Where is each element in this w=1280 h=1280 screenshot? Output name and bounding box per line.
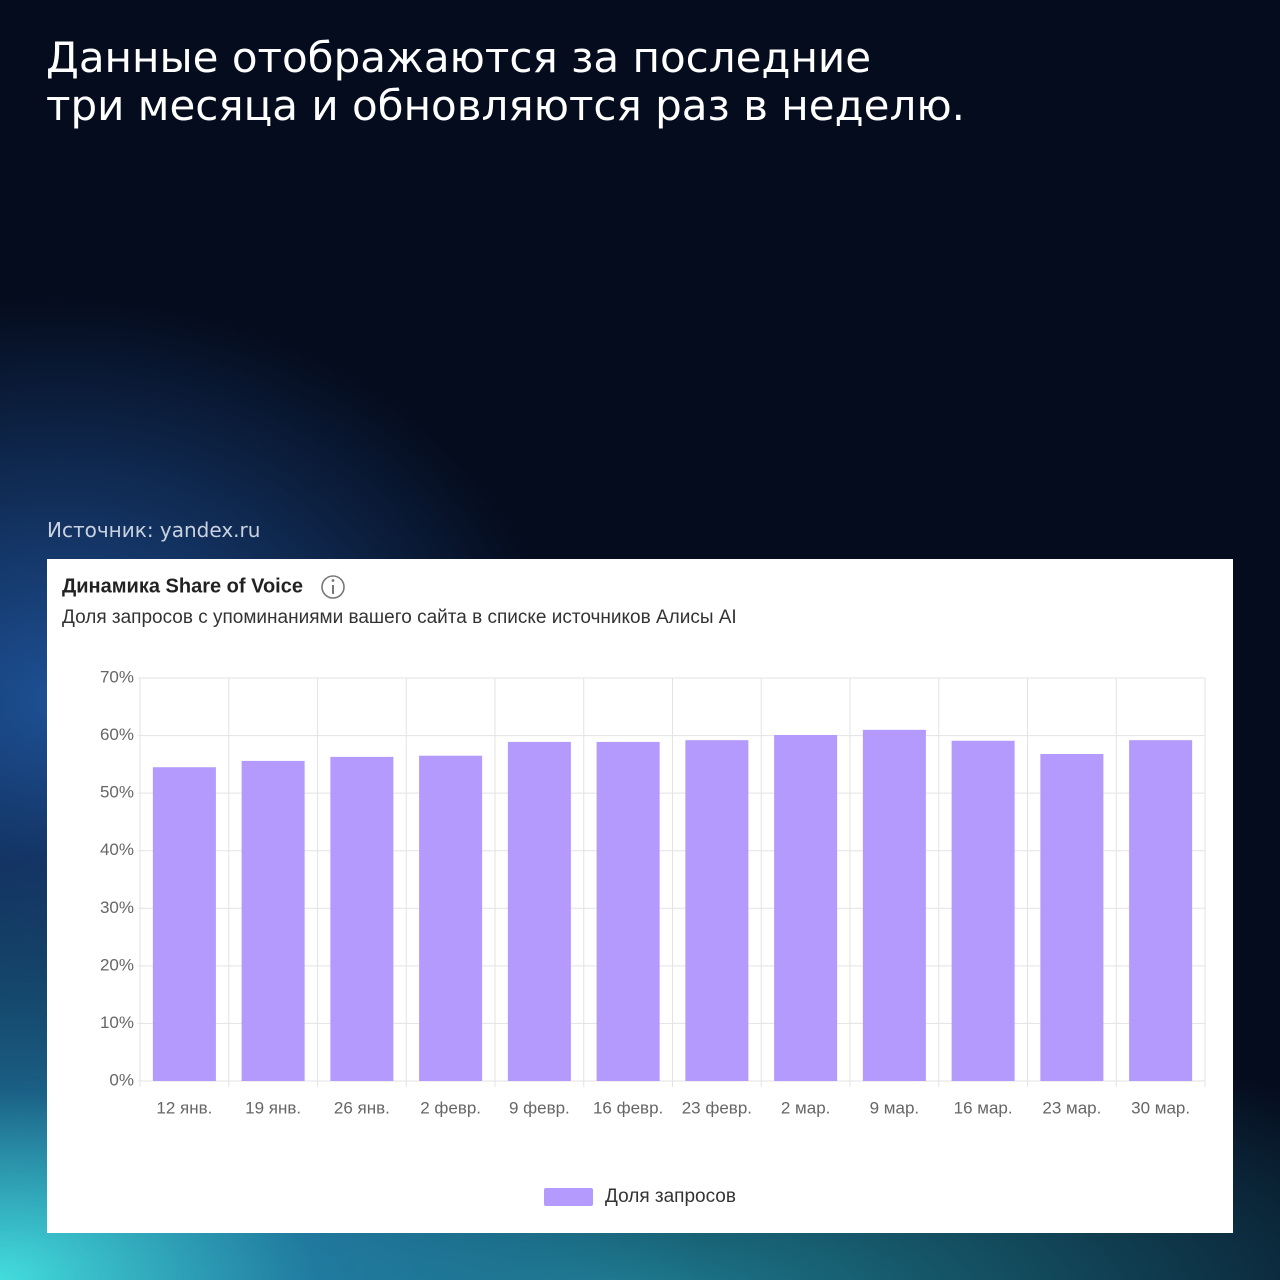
y-tick-label: 40% bbox=[100, 840, 134, 859]
x-tick-label: 23 мар. bbox=[1042, 1098, 1101, 1117]
x-tick-label: 12 янв. bbox=[156, 1098, 212, 1117]
x-tick-label: 16 мар. bbox=[954, 1098, 1013, 1117]
bar bbox=[152, 767, 216, 1081]
y-tick-label: 70% bbox=[100, 667, 134, 686]
bar bbox=[951, 740, 1015, 1081]
x-tick-label: 9 февр. bbox=[509, 1098, 570, 1117]
x-tick-label: 2 мар. bbox=[781, 1098, 831, 1117]
chart-title: Динамика Share of Voice bbox=[62, 575, 303, 597]
bar bbox=[774, 734, 838, 1081]
y-tick-label: 10% bbox=[100, 1013, 134, 1032]
x-tick-label: 9 мар. bbox=[870, 1098, 920, 1117]
x-tick-label: 23 февр. bbox=[682, 1098, 752, 1117]
y-tick-label: 30% bbox=[100, 898, 134, 917]
bar bbox=[241, 760, 305, 1081]
y-tick-label: 20% bbox=[100, 955, 134, 974]
bar bbox=[596, 741, 660, 1081]
x-tick-label: 30 мар. bbox=[1131, 1098, 1190, 1117]
bar bbox=[419, 755, 483, 1081]
legend-label: Доля запросов bbox=[605, 1186, 736, 1207]
bar bbox=[330, 756, 394, 1081]
y-tick-label: 50% bbox=[100, 783, 134, 802]
legend-swatch bbox=[544, 1188, 593, 1206]
bar bbox=[862, 729, 926, 1081]
headline-line: Данные отображаются за последние bbox=[46, 33, 872, 82]
x-tick-label: 2 февр. bbox=[420, 1098, 481, 1117]
y-tick-label: 60% bbox=[100, 725, 134, 744]
chart-subtitle: Доля запросов с упоминаниями вашего сайт… bbox=[62, 607, 737, 628]
headline-line: три месяца и обновляются раз в неделю. bbox=[46, 81, 966, 130]
headline: Данные отображаются за последние три мес… bbox=[46, 34, 965, 130]
x-tick-label: 19 янв. bbox=[245, 1098, 301, 1117]
info-icon[interactable] bbox=[321, 575, 345, 599]
source: Источник: yandex.ru bbox=[47, 518, 261, 542]
bar bbox=[1040, 753, 1104, 1081]
bar bbox=[507, 741, 571, 1081]
x-tick-label: 26 янв. bbox=[334, 1098, 390, 1117]
bar bbox=[685, 740, 749, 1081]
y-tick-label: 0% bbox=[109, 1070, 134, 1089]
bar bbox=[1129, 740, 1193, 1081]
x-tick-label: 16 февр. bbox=[593, 1098, 663, 1117]
